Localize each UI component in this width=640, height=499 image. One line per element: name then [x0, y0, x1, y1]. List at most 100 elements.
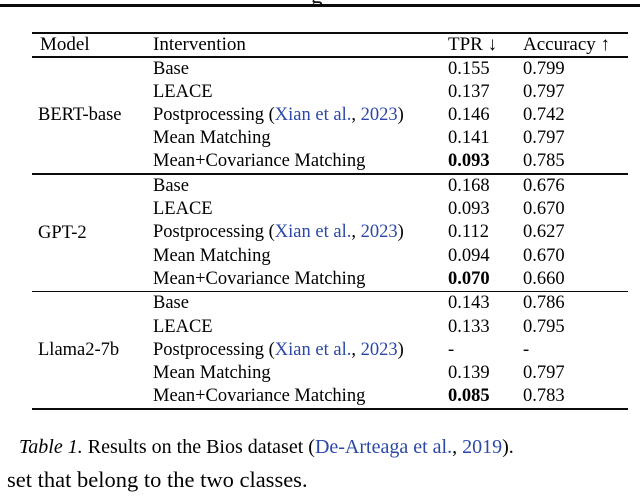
intervention-cell: Mean+Covariance Matching	[153, 268, 366, 289]
table-row: LEACE 0.093 0.670	[32, 198, 628, 221]
accuracy-cell: 0.795	[523, 316, 565, 337]
table-row: Mean+Covariance Matching 0.085 0.783	[32, 385, 628, 408]
accuracy-cell: 0.785	[523, 151, 565, 172]
table-row: Base 0.143 0.786	[32, 292, 628, 315]
intervention-text: )	[397, 339, 404, 360]
table-row: Postprocessing (Xian et al., 2023) 0.146…	[32, 104, 628, 127]
accuracy-cell: 0.660	[523, 268, 565, 289]
table-section-gpt2: GPT-2 Base 0.168 0.676 LEACE 0.093 0.670…	[32, 175, 628, 291]
model-label: BERT-base	[38, 105, 122, 126]
accuracy-cell: 0.627	[523, 222, 565, 243]
accuracy-cell: 0.742	[523, 104, 565, 125]
tpr-cell: -	[448, 339, 455, 360]
tpr-cell-best: 0.093	[448, 151, 490, 172]
table-caption: Table 1. Results on the Bios dataset (De…	[19, 436, 514, 459]
intervention-cell: Base	[153, 293, 189, 314]
table-row: Mean+Covariance Matching 0.093 0.785	[32, 150, 628, 173]
accuracy-cell: 0.670	[523, 199, 565, 220]
table-row: Mean+Covariance Matching 0.070 0.660	[32, 268, 628, 291]
table-section-rule	[32, 290, 628, 293]
tpr-cell: 0.155	[448, 58, 490, 79]
citation-link-xian[interactable]: Xian et al.	[274, 104, 352, 125]
citation-year-link-dearteaga[interactable]: 2019	[462, 436, 503, 458]
col-header-intervention: Intervention	[153, 34, 246, 55]
tpr-cell: 0.093	[448, 199, 490, 220]
accuracy-cell: 0.783	[523, 386, 565, 407]
body-text-fragment: set that belong to the two classes.	[7, 467, 308, 492]
citation-year-link-xian[interactable]: 2023	[360, 339, 398, 360]
intervention-text: Postprocessing (	[153, 339, 275, 360]
intervention-text: )	[397, 222, 404, 243]
intervention-cell: Mean+Covariance Matching	[153, 386, 366, 407]
accuracy-cell: 0.797	[523, 128, 565, 149]
intervention-cell: Postprocessing (Xian et al., 2023)	[153, 104, 404, 127]
intervention-cell: Mean Matching	[153, 362, 271, 383]
caption-label: Table 1.	[19, 436, 83, 458]
table-section-llama2-7b: Llama2-7b Base 0.143 0.786 LEACE 0.133 0…	[32, 292, 628, 408]
table-row: LEACE 0.137 0.797	[32, 81, 628, 104]
intervention-cell: Base	[153, 58, 189, 79]
citation-link-dearteaga[interactable]: De-Arteaga et al.	[314, 436, 453, 458]
intervention-cell: Mean+Covariance Matching	[153, 151, 366, 172]
citation-separator: ,	[351, 104, 361, 125]
col-header-accuracy: Accuracy ↑	[523, 34, 611, 55]
table-toprule	[32, 32, 628, 34]
intervention-text: Postprocessing (	[153, 222, 275, 243]
accuracy-cell: 0.797	[523, 81, 565, 102]
intervention-cell: LEACE	[153, 316, 213, 337]
citation-link-xian[interactable]: Xian et al.	[274, 222, 352, 243]
table-row: LEACE 0.133 0.795	[32, 316, 628, 339]
clipped-glyph: g	[311, 0, 323, 4]
intervention-cell: Postprocessing (Xian et al., 2023)	[153, 339, 404, 362]
intervention-cell: Mean Matching	[153, 128, 271, 149]
table-row: Base 0.155 0.799	[32, 58, 628, 81]
tpr-cell-best: 0.085	[448, 386, 490, 407]
clipped-text-above-rule: g	[0, 0, 640, 4]
table-bottomrule	[32, 408, 628, 411]
tpr-cell: 0.146	[448, 104, 490, 125]
tpr-cell: 0.168	[448, 175, 490, 196]
intervention-cell: LEACE	[153, 199, 213, 220]
tpr-cell: 0.133	[448, 316, 490, 337]
table-row: Mean Matching 0.141 0.797	[32, 127, 628, 150]
citation-separator: ,	[351, 339, 361, 360]
accuracy-cell: 0.676	[523, 175, 565, 196]
citation-link-xian[interactable]: Xian et al.	[274, 339, 352, 360]
intervention-cell: Mean Matching	[153, 245, 271, 266]
tpr-cell: 0.143	[448, 293, 490, 314]
citation-separator: ,	[452, 436, 463, 458]
col-header-model: Model	[40, 34, 90, 55]
caption-text: Results on the Bios dataset (	[82, 436, 315, 458]
table-header-row: Model Intervention TPR ↓ Accuracy ↑	[32, 34, 628, 56]
tpr-cell: 0.112	[448, 222, 489, 243]
accuracy-cell: -	[523, 339, 530, 360]
table-midrule	[32, 56, 628, 58]
intervention-text: Postprocessing (	[153, 104, 275, 125]
tpr-cell: 0.137	[448, 81, 490, 102]
citation-year-link-xian[interactable]: 2023	[360, 104, 398, 125]
table-row: Postprocessing (Xian et al., 2023) 0.112…	[32, 221, 628, 244]
accuracy-cell: 0.786	[523, 293, 565, 314]
tpr-cell: 0.094	[448, 245, 490, 266]
tpr-cell: 0.139	[448, 362, 490, 383]
model-label: GPT-2	[38, 222, 87, 243]
table-section-rule	[32, 173, 628, 175]
tpr-cell-best: 0.070	[448, 268, 490, 289]
intervention-cell: Base	[153, 175, 189, 196]
citation-separator: ,	[351, 222, 361, 243]
table-row: Mean Matching 0.139 0.797	[32, 362, 628, 385]
table-row: Mean Matching 0.094 0.670	[32, 245, 628, 268]
accuracy-cell: 0.670	[523, 245, 565, 266]
citation-year-link-xian[interactable]: 2023	[360, 222, 398, 243]
accuracy-cell: 0.797	[523, 362, 565, 383]
accuracy-cell: 0.799	[523, 58, 565, 79]
col-header-tpr: TPR ↓	[448, 34, 498, 55]
intervention-cell: LEACE	[153, 81, 213, 102]
caption-text: ).	[502, 436, 514, 458]
intervention-cell: Postprocessing (Xian et al., 2023)	[153, 221, 404, 244]
table-row: Postprocessing (Xian et al., 2023) - -	[32, 339, 628, 362]
model-label: Llama2-7b	[38, 340, 120, 361]
table-section-bert-base: BERT-base Base 0.155 0.799 LEACE 0.137 0…	[32, 58, 628, 174]
table-row: Base 0.168 0.676	[32, 175, 628, 198]
intervention-text: )	[397, 104, 404, 125]
